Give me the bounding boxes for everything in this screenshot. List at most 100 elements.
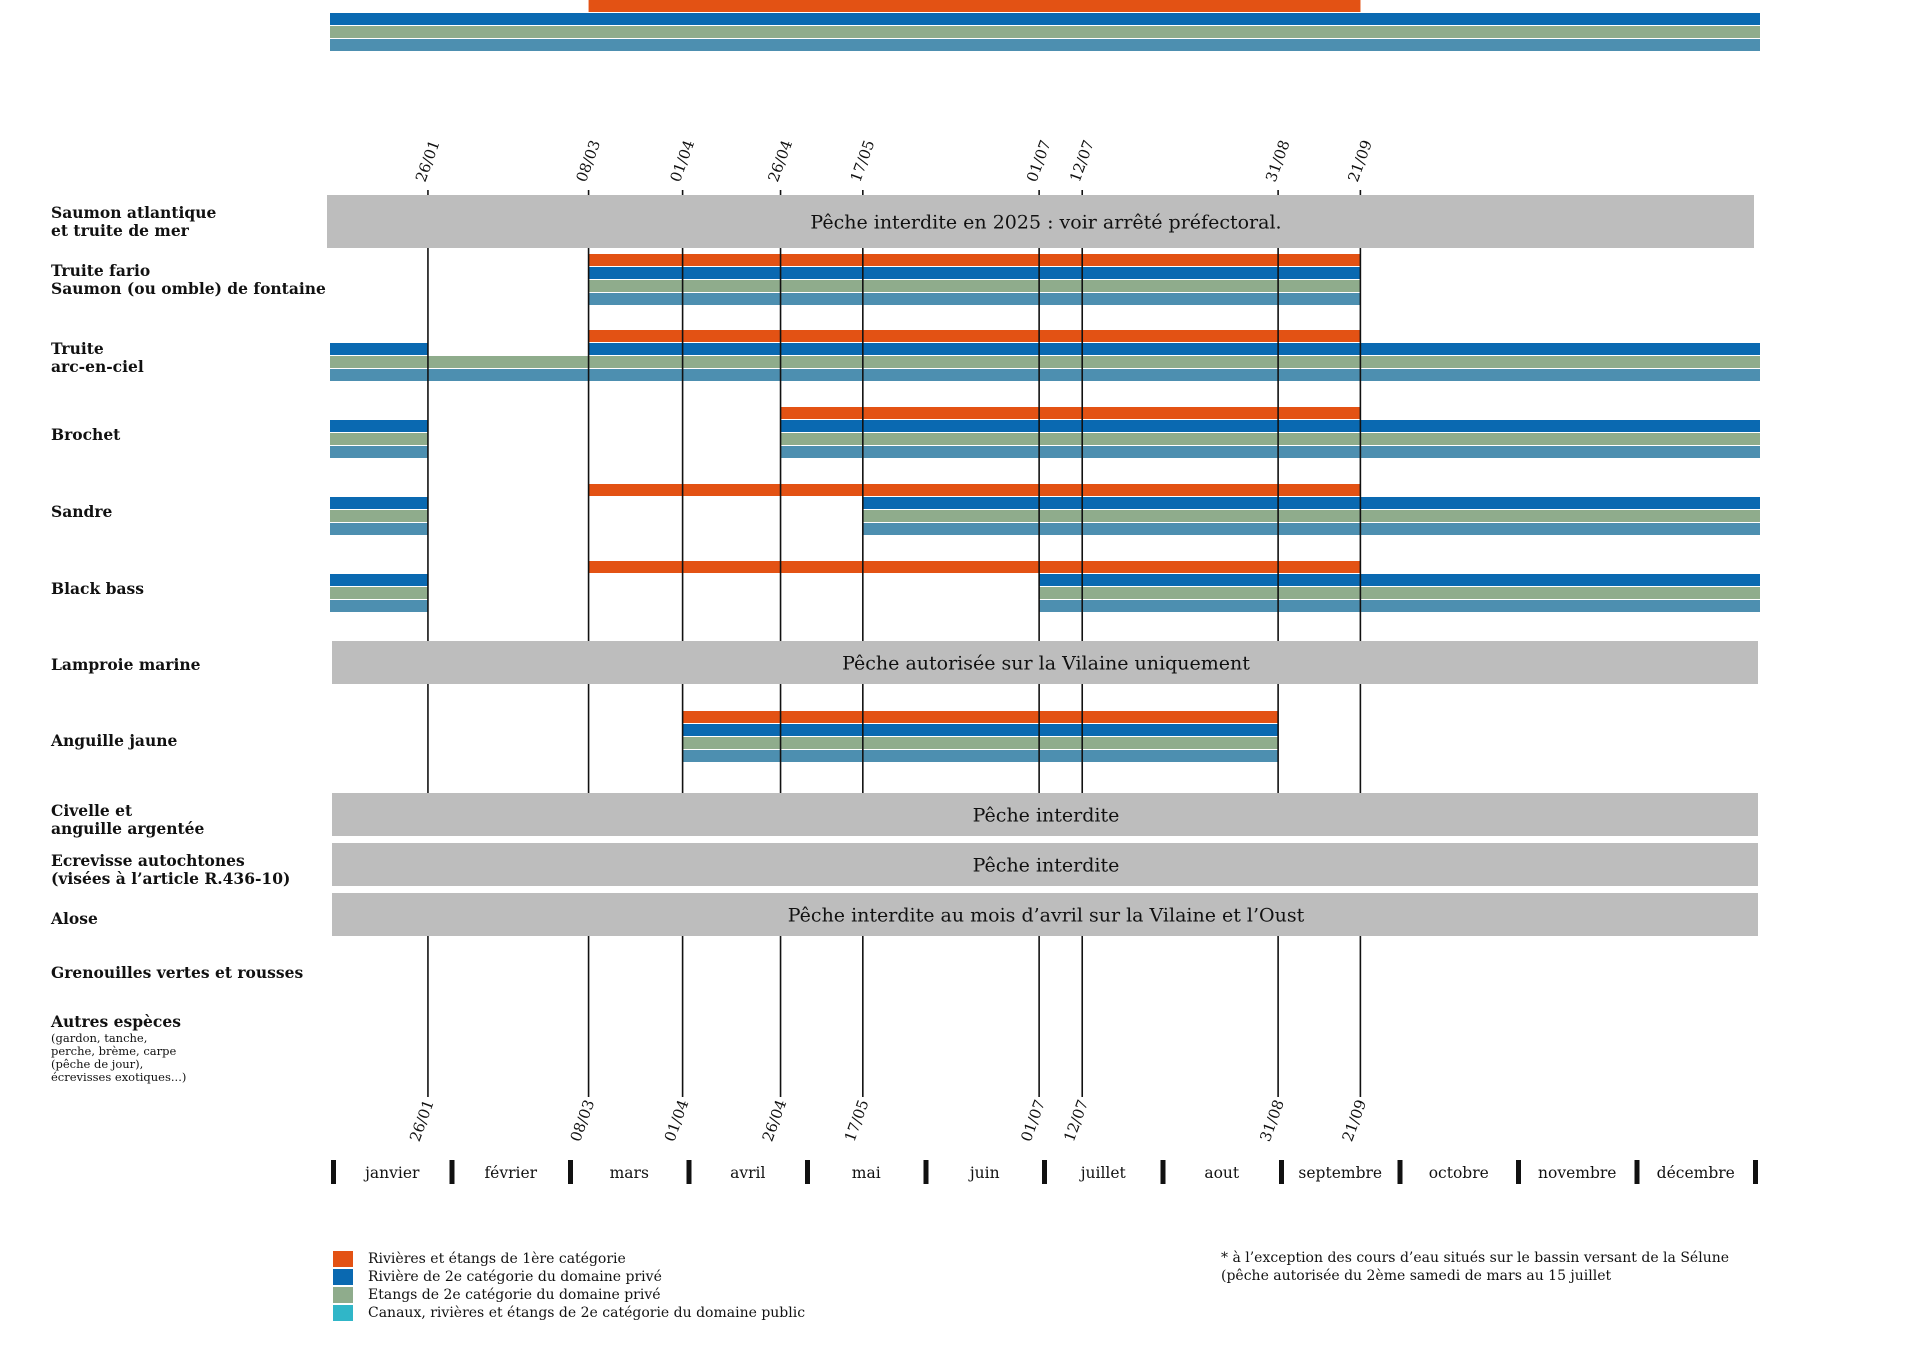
legend-item-3: Etangs de 2e catégorie du domaine privé <box>333 1286 661 1303</box>
band-rect-7 <box>332 641 1758 684</box>
bar-row3-c2-1 <box>330 343 428 355</box>
marker-label-bottom-9: 21/09 <box>1338 1097 1370 1144</box>
bar-row8-c2-1 <box>682 724 1279 736</box>
bar-row5-c2-1 <box>330 497 428 509</box>
bar-row3-c4-1 <box>330 369 1760 381</box>
legend-label-3: Etangs de 2e catégorie du domaine privé <box>368 1286 661 1303</box>
marker-line-layer <box>427 190 1362 1097</box>
species-label-7-1: Lamproie marine <box>51 655 201 674</box>
band-rect-1 <box>327 195 1754 248</box>
bar-row6-c2-2 <box>1039 574 1760 586</box>
month-separator-6 <box>923 1160 929 1184</box>
month-label-5: mai <box>852 1164 881 1182</box>
band-rect-9 <box>332 793 1758 836</box>
species-label-3-2: arc-en-ciel <box>51 357 144 376</box>
legend-swatch-4 <box>333 1304 353 1321</box>
bar-row4-c1-1 <box>780 407 1361 419</box>
month-separator-11 <box>1516 1160 1521 1184</box>
legend-item-1: Rivières et étangs de 1ère catégorie <box>333 1250 626 1267</box>
bar-row2-c2-1 <box>588 267 1361 279</box>
band-text-9: Pêche interdite <box>973 805 1120 827</box>
marker-label-bottom-3: 01/04 <box>661 1097 693 1144</box>
bar-row13-c1-1 <box>588 0 1361 12</box>
species-label-6-1: Black bass <box>51 579 144 598</box>
species-label-12-1: Grenouilles vertes et rousses <box>51 963 303 982</box>
month-separator-4 <box>686 1160 692 1184</box>
bar-row2-c4-1 <box>588 293 1361 305</box>
bar-row5-c3-2 <box>862 510 1760 522</box>
species-label-10-1: Ecrevisse autochtones <box>51 851 245 870</box>
bar-row4-c4-1 <box>330 446 428 458</box>
bar-row13-c3-1 <box>330 26 1760 38</box>
bar-row6-c4-1 <box>330 600 428 612</box>
bar-row4-c4-2 <box>780 446 1760 458</box>
species-sublabel-13-2: perche, brème, carpe <box>51 1044 176 1058</box>
bar-row6-c3-2 <box>1039 587 1760 599</box>
month-separator-9 <box>1279 1160 1284 1184</box>
month-separator-2 <box>449 1160 455 1184</box>
month-separator-5 <box>805 1160 810 1184</box>
marker-label-top-8: 31/08 <box>1262 138 1294 185</box>
month-label-6: juin <box>968 1164 1000 1182</box>
bar-row2-c1-1 <box>588 254 1361 266</box>
band-layer: Pêche interdite en 2025 : voir arrêté pr… <box>327 195 1758 936</box>
species-label-4-1: Brochet <box>51 425 121 444</box>
bar-row8-c4-1 <box>682 750 1279 762</box>
marker-label-top-9: 21/09 <box>1344 138 1376 185</box>
month-label-7: juillet <box>1079 1164 1127 1182</box>
marker-label-bottom-7: 12/07 <box>1060 1097 1092 1144</box>
legend-swatch-2 <box>333 1268 353 1285</box>
species-sublabel-13-3: (pêche de jour), <box>51 1057 143 1071</box>
marker-label-top-6: 01/07 <box>1023 138 1055 185</box>
bar-row3-c3-1 <box>330 356 1760 368</box>
bar-row5-c4-2 <box>862 523 1760 535</box>
legend-label-2: Rivière de 2e catégorie du domaine privé <box>368 1268 662 1285</box>
legend-swatch-3 <box>333 1286 353 1303</box>
marker-label-top-7: 12/07 <box>1066 138 1098 185</box>
species-label-2-1: Truite fario <box>51 261 150 280</box>
band-text-11: Pêche interdite au mois d’avril sur la V… <box>788 905 1305 927</box>
month-separator-3 <box>568 1160 573 1184</box>
marker-label-bottom-1: 26/01 <box>406 1097 438 1144</box>
marker-label-top-3: 01/04 <box>666 138 698 185</box>
band-text-1: Pêche interdite en 2025 : voir arrêté pr… <box>810 212 1281 234</box>
month-label-3: mars <box>610 1164 649 1182</box>
bar-row6-c2-1 <box>330 574 428 586</box>
month-separator-1 <box>331 1160 336 1184</box>
month-label-9: septembre <box>1298 1164 1382 1182</box>
footnote-line-1: * à l’exception des cours d’eau situés s… <box>1221 1250 1730 1266</box>
marker-label-top-1: 26/01 <box>412 138 444 185</box>
bar-row6-c1-1 <box>588 561 1361 573</box>
month-separator-10 <box>1397 1160 1403 1184</box>
species-sublabel-13-4: écrevisses exotiques...) <box>51 1070 186 1084</box>
month-separator-8 <box>1160 1160 1166 1184</box>
band-text-7: Pêche autorisée sur la Vilaine uniquemen… <box>842 653 1250 675</box>
band-rect-11 <box>332 893 1758 936</box>
month-label-1: janvier <box>363 1164 420 1182</box>
bar-row13-c4-1 <box>330 39 1760 51</box>
month-separator-7 <box>1042 1160 1047 1184</box>
species-sublabel-13-1: (gardon, tanche, <box>51 1031 147 1045</box>
bar-row3-c2-2 <box>588 343 1760 355</box>
species-label-9-1: Civelle et <box>51 801 133 820</box>
bar-row6-c4-2 <box>1039 600 1760 612</box>
band-rect-10 <box>332 843 1758 886</box>
legend-label-4: Canaux, rivières et étangs de 2e catégor… <box>368 1304 806 1321</box>
legend-item-2: Rivière de 2e catégorie du domaine privé <box>333 1268 662 1285</box>
bar-row8-c1-1 <box>682 711 1279 723</box>
band-text-10: Pêche interdite <box>973 855 1120 877</box>
month-label-11: novembre <box>1538 1164 1616 1182</box>
species-label-2-2: Saumon (ou omble) de fontaine <box>51 279 326 298</box>
month-separator-12 <box>1634 1160 1640 1184</box>
bar-row5-c2-2 <box>862 497 1760 509</box>
bar-row13-c2-1 <box>330 13 1760 25</box>
marker-label-top-2: 08/03 <box>572 138 604 185</box>
month-axis: janvier février mars avril mai juin juillet aou… <box>331 1160 1758 1184</box>
marker-label-bottom-2: 08/03 <box>567 1097 599 1144</box>
species-label-13-1: Autres espèces <box>50 1012 181 1031</box>
species-label-10-2: (visées à l’article R.436-10) <box>51 869 290 888</box>
bar-row5-c3-1 <box>330 510 428 522</box>
month-separator-13 <box>1753 1160 1758 1184</box>
species-label-5-1: Sandre <box>51 502 113 521</box>
